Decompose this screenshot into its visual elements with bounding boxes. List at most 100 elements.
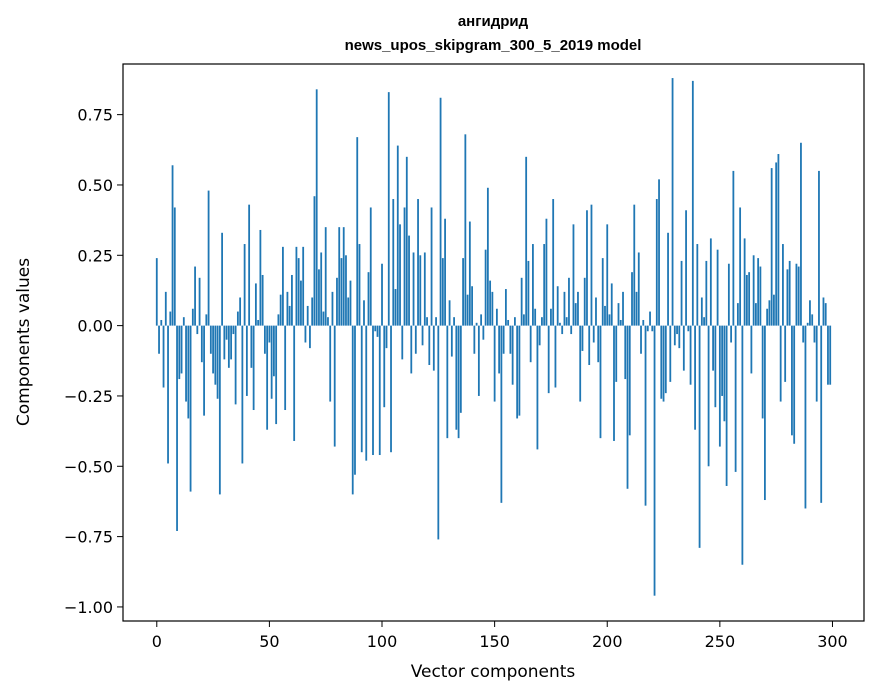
bar-166: [529, 325, 532, 363]
bar-144: [480, 314, 483, 326]
bar-220: [651, 325, 654, 332]
bar-251: [721, 325, 724, 396]
bar-35: [234, 325, 237, 405]
bar-14: [187, 325, 190, 419]
bar-70: [313, 196, 316, 326]
bar-141: [473, 325, 476, 354]
bar-47: [261, 274, 264, 326]
bar-59: [288, 305, 291, 326]
bar-261: [743, 238, 746, 326]
bar-5: [167, 325, 169, 464]
bar-180: [561, 325, 564, 335]
bar-212: [633, 204, 636, 326]
bar-215: [640, 325, 642, 354]
bar-135: [459, 325, 462, 413]
bar-170: [538, 325, 541, 346]
bar-150: [493, 325, 496, 402]
bar-102: [385, 325, 388, 349]
bar-229: [671, 78, 674, 326]
bar-91: [360, 325, 363, 453]
bar-252: [723, 325, 726, 422]
bar-288: [804, 325, 807, 509]
bar-267: [757, 258, 760, 326]
bar-54: [277, 314, 280, 326]
bar-159: [514, 317, 516, 326]
bar-224: [660, 325, 663, 399]
bar-237: [689, 325, 692, 385]
bar-249: [716, 249, 719, 326]
bar-71: [315, 89, 318, 326]
bar-38: [241, 325, 244, 464]
bar-74: [322, 311, 325, 326]
bar-30: [223, 325, 226, 360]
bar-147: [486, 187, 489, 326]
bar-269: [761, 325, 764, 419]
bar-178: [556, 286, 559, 326]
bar-242: [700, 297, 703, 326]
bar-72: [318, 269, 320, 326]
bar-194: [592, 325, 595, 343]
bar-76: [327, 317, 329, 326]
bar-205: [617, 303, 620, 326]
bar-26: [214, 325, 217, 385]
bar-101: [383, 325, 386, 408]
bar-244: [705, 260, 708, 326]
bar-284: [795, 263, 798, 326]
bar-132: [453, 317, 455, 326]
bar-231: [676, 325, 678, 335]
bar-211: [631, 272, 633, 326]
bar-172: [543, 244, 546, 326]
bar-221: [653, 325, 656, 596]
bar-280: [786, 269, 789, 326]
bar-213: [635, 291, 638, 326]
bar-97: [374, 325, 377, 332]
bar-77: [329, 325, 332, 402]
bar-158: [511, 325, 514, 385]
bar-93: [365, 325, 368, 461]
bar-123: [432, 325, 435, 371]
bar-165: [527, 260, 530, 326]
y-tick-label: −1.00: [64, 598, 113, 617]
bar-7: [171, 165, 174, 326]
bar-18: [196, 325, 199, 335]
bar-188: [579, 325, 582, 402]
bar-86: [349, 280, 352, 326]
bar-254: [727, 263, 730, 326]
bar-203: [613, 325, 615, 441]
bar-278: [782, 244, 784, 326]
bar-17: [194, 266, 196, 326]
bar-83: [342, 227, 345, 326]
bar-152: [498, 325, 501, 374]
chart-title: ангидрид: [458, 13, 529, 30]
bar-219: [649, 311, 651, 326]
bar-286: [800, 142, 802, 326]
bar-276: [777, 154, 780, 326]
bar-279: [784, 325, 787, 382]
bar-268: [759, 266, 762, 326]
bar-217: [644, 325, 647, 506]
bar-109: [401, 325, 404, 360]
bar-161: [518, 325, 521, 416]
y-tick-label: 0.75: [77, 106, 113, 125]
bar-266: [754, 303, 757, 326]
bar-154: [502, 325, 505, 354]
y-tick-label: −0.75: [64, 528, 113, 547]
bar-110: [403, 207, 406, 326]
bar-270: [764, 325, 766, 501]
bar-184: [570, 325, 573, 335]
bar-148: [489, 280, 492, 326]
bar-15: [189, 325, 192, 492]
bar-67: [306, 305, 309, 326]
bar-204: [615, 325, 618, 382]
bar-236: [687, 325, 690, 332]
bar-125: [437, 325, 440, 540]
bar-183: [568, 277, 570, 326]
bar-168: [534, 308, 537, 326]
bar-255: [730, 325, 733, 343]
bar-201: [608, 314, 611, 326]
bar-113: [410, 325, 413, 374]
bar-287: [802, 325, 805, 343]
bar-66: [304, 325, 307, 343]
bar-116: [417, 199, 419, 326]
plot-frame: [122, 63, 865, 622]
